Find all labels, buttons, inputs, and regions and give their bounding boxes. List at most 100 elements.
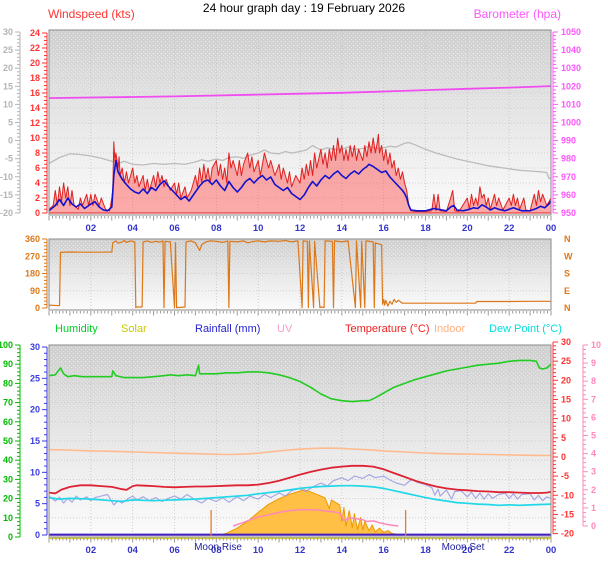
bot-right-red-tick-label: 25 xyxy=(561,356,571,366)
dew-point-series xyxy=(48,484,552,507)
top-outer-gray-tick-label: 15 xyxy=(3,81,13,91)
moon-set-label: Moon Set xyxy=(441,542,485,553)
x-axis-1 xyxy=(48,311,552,316)
top-inner-red-tick-label: 10 xyxy=(30,133,40,143)
legend-solar: Solar xyxy=(121,323,147,335)
bot-outer-green-tick-label: 10 xyxy=(3,513,13,523)
mid-right-compass-tick-label: N xyxy=(564,303,571,313)
top-inner-red-tick-label: 22 xyxy=(30,43,40,53)
temperature-series xyxy=(48,464,552,495)
legend-uv: UV xyxy=(277,323,293,335)
bot-right-red-tick-label: 30 xyxy=(561,337,571,347)
x-tick-label: 20 xyxy=(462,545,473,556)
top-right-magenta-tick-label: 1040 xyxy=(561,45,581,55)
top-inner-red-tick-label: 24 xyxy=(30,28,40,38)
legend-humidity: Humidity xyxy=(55,323,98,335)
panel-2-series xyxy=(48,359,552,540)
panel-1-series xyxy=(48,239,551,309)
x-tick-label: 14 xyxy=(337,545,348,556)
barometer-axis-title: Barometer (hpa) xyxy=(473,7,561,21)
top-outer-gray-tick-label: -5 xyxy=(5,154,13,164)
top-right-magenta-tick-label: 950 xyxy=(561,208,576,218)
x-tick-label: 12 xyxy=(295,223,306,234)
x-tick-label: 08 xyxy=(211,545,222,556)
bot-right-pink-tick-label: 10 xyxy=(591,340,601,350)
panel-0-border xyxy=(48,29,552,216)
x-tick-label: 12 xyxy=(295,545,306,556)
bot-right-pink-tick-label: 7 xyxy=(591,394,596,404)
bot-right-red-tick-label: 5 xyxy=(561,433,566,443)
x-tick-label: 04 xyxy=(127,223,138,234)
top-right-magenta-tick-label: 1050 xyxy=(561,27,581,37)
solar-series xyxy=(220,489,401,536)
top-right-magenta-tick-label: 960 xyxy=(561,190,576,200)
mid-left-orange-tick-label: 270 xyxy=(25,251,40,261)
top-right-magenta-axis: 1050 1040 1030 1020 1010 1000 990 980 970 960 950 xyxy=(552,27,581,218)
bot-inner-blue-tick-label: 0 xyxy=(35,530,40,540)
legend-indoor: Indoor xyxy=(434,323,466,335)
top-outer-gray-tick-label: 30 xyxy=(3,27,13,37)
bot-right-red-axis: 30 25 20 15 10 5 0 -5 -10 -15 -20 xyxy=(552,337,574,539)
bot-inner-blue-tick-label: 15 xyxy=(30,436,40,446)
panel-0-series xyxy=(48,85,552,214)
top-inner-red-tick-label: 0 xyxy=(35,208,40,218)
mid-left-orange-tick-label: 180 xyxy=(25,269,40,279)
bot-inner-blue-tick-label: 25 xyxy=(30,373,40,383)
bot-outer-green-tick-label: 90 xyxy=(3,359,13,369)
legend-rainfall: Rainfall (mm) xyxy=(195,323,261,335)
bot-inner-blue-tick-label: 30 xyxy=(30,342,40,352)
top-outer-gray-tick-label: -20 xyxy=(0,208,13,218)
top-inner-red-tick-label: 12 xyxy=(30,118,40,128)
bot-right-pink-tick-label: 4 xyxy=(591,449,596,459)
bot-outer-green-tick-label: 80 xyxy=(3,378,13,388)
x-tick-label: 18 xyxy=(420,223,431,234)
x-tick-label: 20 xyxy=(462,223,473,234)
x-tick-label: 08 xyxy=(211,223,222,234)
bot-right-red-tick-label: -10 xyxy=(561,490,574,500)
wind-direction-series xyxy=(48,239,551,309)
top-outer-gray-tick-label: 10 xyxy=(3,99,13,109)
bot-right-red-tick-label: 20 xyxy=(561,375,571,385)
mid-left-orange-tick-label: 90 xyxy=(30,286,40,296)
top-outer-gray-tick-label: 20 xyxy=(3,63,13,73)
bot-right-pink-tick-label: 1 xyxy=(591,503,596,513)
top-right-magenta-tick-label: 1030 xyxy=(561,63,581,73)
x-tick-label: 00 xyxy=(546,223,557,234)
bot-right-red-tick-label: -20 xyxy=(561,529,574,539)
bot-inner-blue-tick-label: 5 xyxy=(35,499,40,509)
bot-right-red-tick-label: 0 xyxy=(561,452,566,462)
x-tick-label: 06 xyxy=(169,223,180,234)
panel-2-border xyxy=(48,344,552,538)
bot-outer-green-tick-label: 60 xyxy=(3,417,13,427)
x-axis-0: 02 04 06 08 10 12 14 16 18 20 22 00 xyxy=(48,216,557,234)
bot-inner-blue-axis: 30 25 20 15 10 5 0 xyxy=(30,342,48,540)
humidity-series xyxy=(48,359,552,403)
x-tick-label: 02 xyxy=(86,223,97,234)
top-right-magenta-tick-label: 1020 xyxy=(561,81,581,91)
x-tick-label: 10 xyxy=(253,545,264,556)
bot-outer-green-tick-label: 20 xyxy=(3,494,13,504)
bot-inner-blue-tick-label: 10 xyxy=(30,467,40,477)
mid-right-compass-tick-label: N xyxy=(564,234,571,244)
top-outer-gray-tick-label: 5 xyxy=(8,118,13,128)
top-inner-red-tick-label: 2 xyxy=(35,193,40,203)
bot-right-red-tick-label: -5 xyxy=(561,471,569,481)
x-tick-label: 02 xyxy=(86,545,97,556)
mid-left-orange-axis: 360 270 180 90 0 xyxy=(25,234,48,313)
panel-1-border xyxy=(48,238,552,311)
mid-left-orange-tick-label: 0 xyxy=(35,303,40,313)
top-inner-red-tick-label: 14 xyxy=(30,103,40,113)
x-tick-label: 16 xyxy=(378,545,389,556)
bot-outer-green-tick-label: 30 xyxy=(3,474,13,484)
mid-right-compass-tick-label: S xyxy=(564,269,570,279)
x-tick-label: 06 xyxy=(169,545,180,556)
uv-index-series xyxy=(232,508,399,527)
x-axis-2: 02 04 06 08 10 12 14 16 18 20 22 00 xyxy=(48,538,557,556)
bot-right-pink-tick-label: 8 xyxy=(591,376,596,386)
x-tick-label: 00 xyxy=(546,545,557,556)
mid-right-compass-tick-label: W xyxy=(564,251,573,261)
